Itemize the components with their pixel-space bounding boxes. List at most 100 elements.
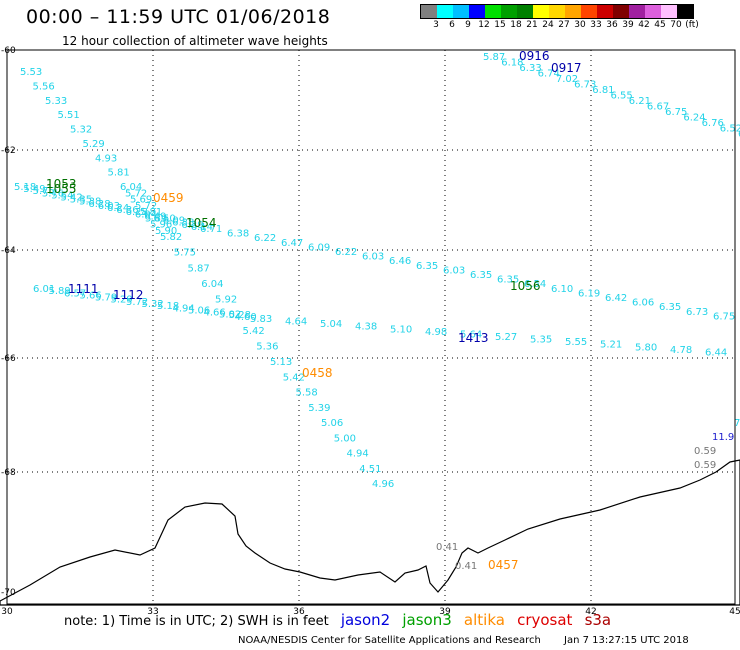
credit-line: NOAA/NESDIS Center for Satellite Applica… (238, 635, 709, 646)
wave-height-value: 6.04 (120, 182, 142, 193)
wave-height-value: 5.89 (145, 213, 167, 224)
wave-height-value: 5.42 (243, 326, 265, 337)
legend-label: 45 (654, 20, 666, 30)
wave-height-value: 6.01 (33, 284, 55, 295)
wave-height-value: 5.92 (215, 295, 237, 306)
wave-height-value: 5.04 (320, 319, 342, 330)
wave-height-value: 5.72 (125, 188, 147, 199)
map-frame (6, 49, 736, 605)
wave-height-value: 6.75 (713, 311, 735, 322)
lat-tick-label: -68 (1, 468, 16, 478)
legend-swatch (533, 5, 549, 18)
credit-source: NOAA/NESDIS Center for Satellite Applica… (238, 635, 541, 646)
wave-height-value: 4.94 (347, 449, 369, 460)
wave-height-value: 5.75 (174, 248, 196, 259)
legend-label: 6 (449, 20, 455, 30)
wave-height-value: 4.96 (372, 479, 394, 490)
pass-time-label: 0917 (551, 61, 582, 75)
wave-height-value: 5.32 (70, 125, 92, 136)
lat-tick-label: -70 (1, 588, 16, 598)
wave-height-value: 5.81 (140, 207, 162, 218)
wave-height-value: 6.36 (116, 205, 138, 216)
wave-height-value: 6.29 (181, 220, 203, 231)
legend-label: 3 (433, 20, 439, 30)
wave-height-value: 5.55 (565, 337, 587, 348)
lon-tick-label: 36 (293, 607, 305, 617)
wave-height-value: 6.71 (200, 224, 222, 235)
legend-label: 9 (465, 20, 471, 30)
wave-height-value: 5.56 (33, 81, 55, 92)
legend-labels: 3 6 9 12 15 18 21 24 27 30 33 36 39 42 45 70 (ft) (420, 19, 699, 33)
wave-height-value: 5.83 (250, 314, 272, 325)
lon-tick-label: 39 (439, 607, 451, 617)
pass-time-label: 1112 (113, 288, 144, 302)
legend-label: 42 (638, 20, 650, 30)
wave-height-value: 5.87 (188, 263, 210, 274)
satellite-altika: altika (463, 611, 505, 629)
wave-height-value: 6.03 (98, 201, 120, 212)
wave-height-value: 5.81 (108, 168, 130, 179)
legend-swatch (581, 5, 597, 18)
lon-tick-label: 45 (729, 607, 740, 617)
wave-height-value: 5.18 (157, 301, 179, 312)
wave-height-value: 6.57 (64, 288, 86, 299)
legend-swatch (501, 5, 517, 18)
wave-height-value: 4.94 (173, 303, 195, 314)
satellite-jason2: jason2 (340, 611, 391, 629)
wave-height-value: 6.50 (154, 214, 176, 225)
wave-height-value: 6.10 (551, 284, 573, 295)
wave-height-value: 6.22 (335, 247, 357, 258)
wave-height-value: 6.21 (629, 96, 651, 107)
wave-height-value: 6.06 (632, 298, 654, 309)
wave-height-value: 6.49 (144, 211, 166, 222)
legend-label: 27 (558, 20, 570, 30)
wave-height-value: 7 (734, 418, 740, 429)
pass-time-label: 1054 (186, 216, 217, 230)
lon-tick-label: 30 (1, 607, 13, 617)
legend-label: 24 (542, 20, 554, 30)
wave-height-value: 5.42 (283, 372, 305, 383)
legend-swatch (437, 5, 453, 18)
pass-time-label: 1055 (46, 182, 77, 196)
wave-height-value: 5.89 (49, 286, 71, 297)
wave-height-value: 6.35 (497, 275, 519, 286)
lat-tick-label: -62 (1, 146, 16, 156)
legend-label: 39 (622, 20, 634, 30)
wave-height-value: 4.60 (235, 312, 257, 323)
wave-height-value: 6.24 (683, 113, 705, 124)
legend-swatch (469, 5, 485, 18)
wave-height-value: 5.33 (45, 96, 67, 107)
wave-height-value: 6.33 (519, 63, 541, 74)
legend-label: 36 (606, 20, 618, 30)
wave-height-value: 5.76 (42, 188, 64, 199)
wave-height-value: 6.35 (470, 270, 492, 281)
wave-height-value: 4.66 (204, 308, 226, 319)
wave-height-value: 6.73 (686, 307, 708, 318)
wave-height-value: 5.54 (51, 190, 73, 201)
wave-height-value: 6.24 (107, 203, 129, 214)
legend-swatch (549, 5, 565, 18)
wave-height-value: 6.44 (705, 347, 727, 358)
lat-tick-label: -66 (1, 354, 16, 364)
pass-time-label: 0916 (519, 49, 550, 63)
wave-height-value: 5.90 (155, 226, 177, 237)
credit-timestamp: Jan 7 13:27:15 UTC 2018 (564, 635, 689, 646)
wave-height-value: 6.03 (362, 252, 384, 263)
lon-tick-label: 33 (147, 607, 158, 617)
wave-height-value: 4.98 (425, 327, 447, 338)
wave-height-value: 5.64 (460, 329, 482, 340)
wave-height-value: 5.00 (334, 433, 356, 444)
wave-height-value: 0.41 (436, 542, 458, 553)
wave-height-value: 5.79 (95, 293, 117, 304)
page-subtitle: 12 hour collection of altimeter wave hei… (62, 34, 328, 48)
wave-height-value: 5.18 (14, 182, 36, 193)
wave-height-value: 5.06 (321, 418, 343, 429)
lon-tick-label: 42 (585, 607, 596, 617)
wave-height-value: 6.81 (592, 85, 614, 96)
pass-time-label: 1053 (46, 177, 77, 191)
legend-swatch (565, 5, 581, 18)
lat-tick-label: -60 (1, 46, 16, 56)
wave-height-value: 6.54 (524, 279, 546, 290)
wave-height-value: 6.28 (126, 207, 148, 218)
